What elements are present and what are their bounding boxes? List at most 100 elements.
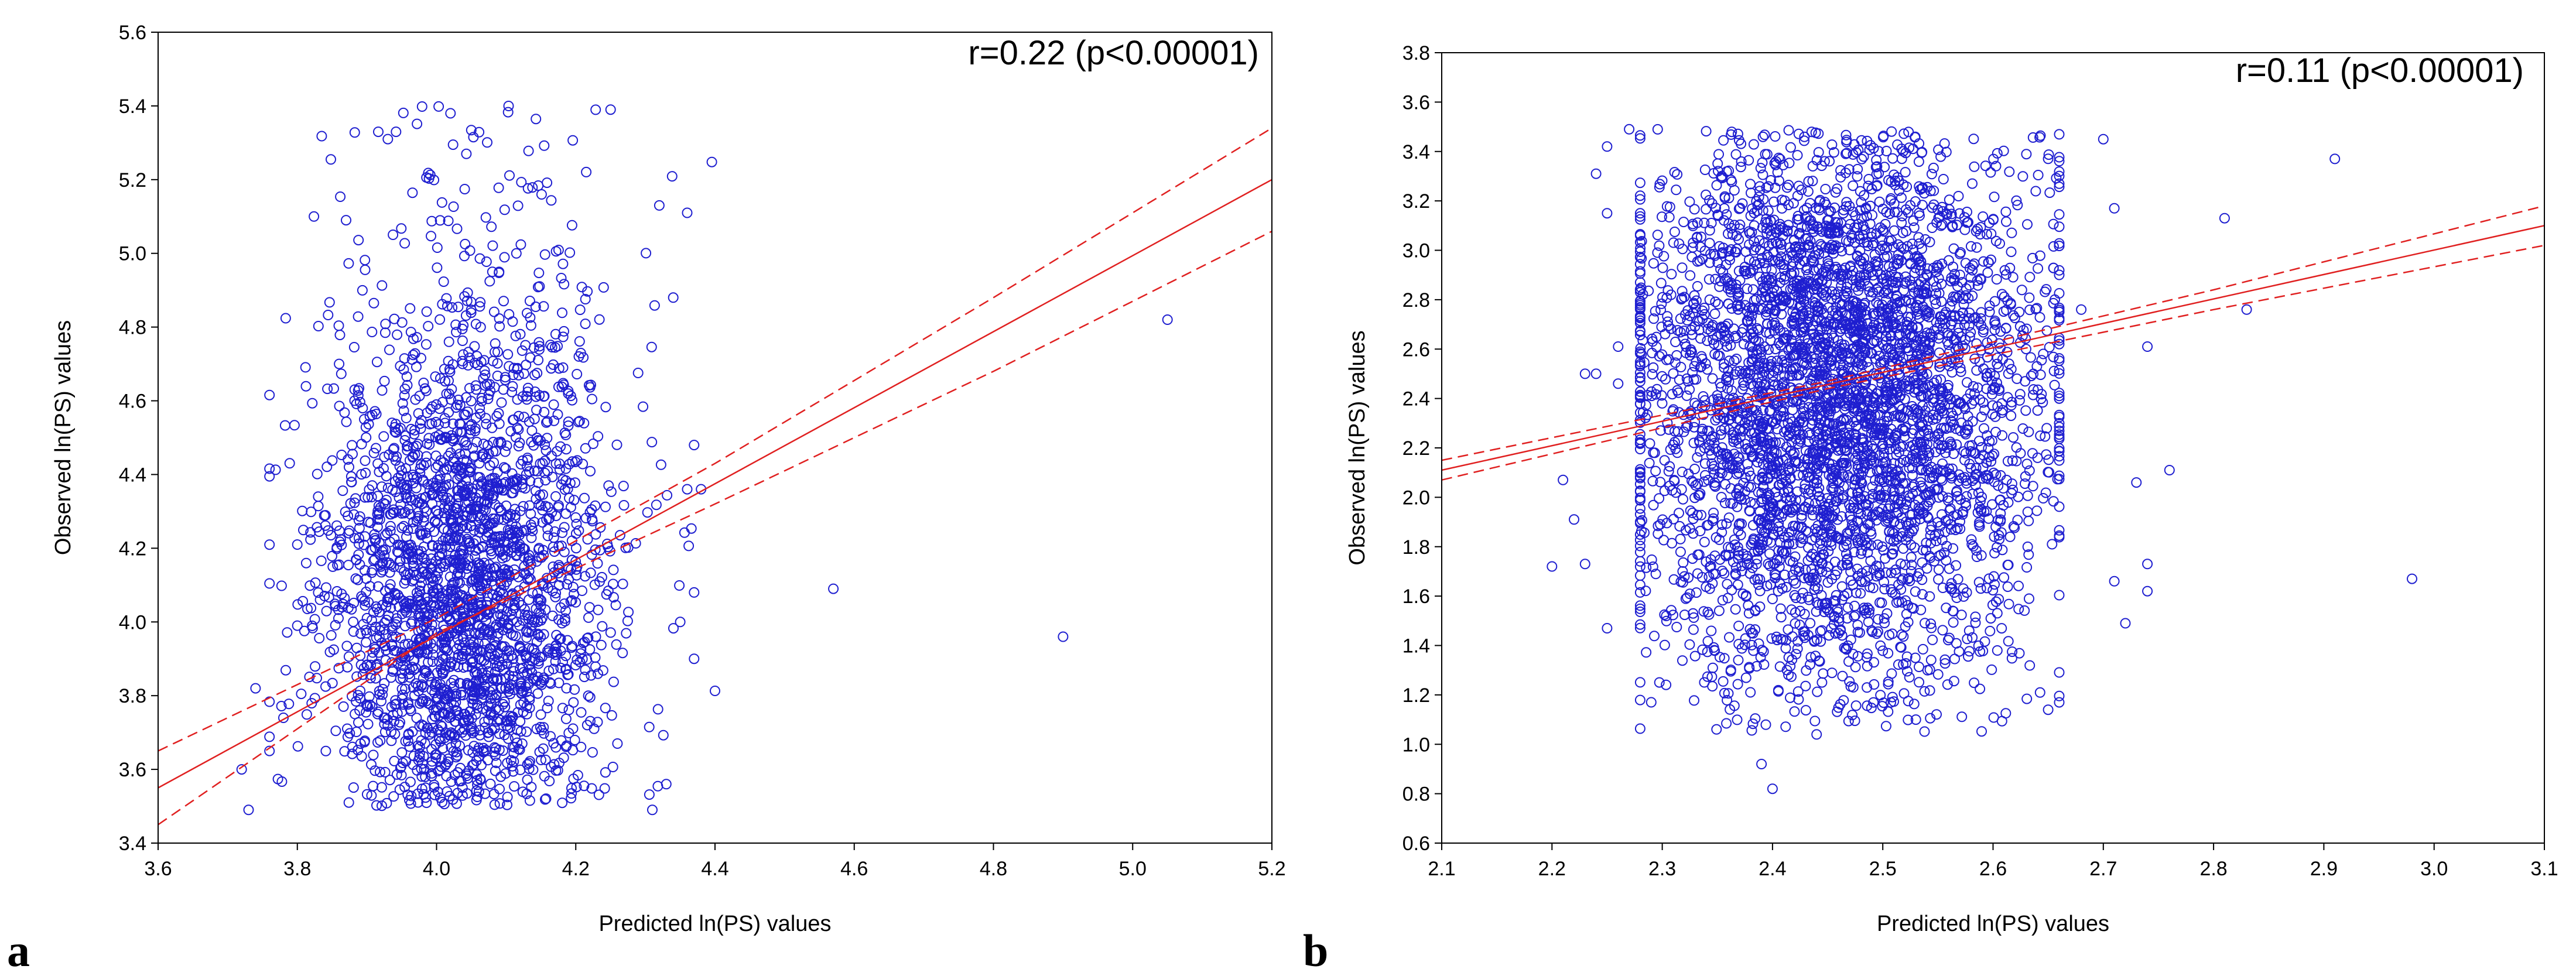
data-point [466,512,477,523]
data-point [476,392,487,403]
y-tick-label: 5.4 [119,95,146,118]
data-point [1937,458,1948,469]
data-point [423,321,434,332]
data-point [494,268,505,278]
data-point [360,467,371,478]
data-point [442,645,453,656]
data-point [1777,355,1788,366]
data-point [1889,225,1900,236]
data-point [388,791,399,802]
data-point [1925,713,1936,724]
data-point [351,727,362,737]
data-point [1909,387,1920,398]
data-point [1822,577,1833,588]
data-point [435,679,446,690]
data-point [442,786,453,797]
data-point [1791,370,1802,381]
data-point [515,764,526,775]
data-point [553,245,564,255]
data-point [502,652,514,663]
data-point [417,693,428,704]
data-point [371,632,382,643]
data-point [435,215,446,226]
data-point [350,708,361,720]
data-point [1803,572,1814,583]
data-point [493,514,504,525]
data-point [495,617,506,628]
data-point [473,472,484,483]
data-point [434,656,445,667]
data-point [350,493,361,504]
data-point [562,579,573,590]
data-point [2048,351,2059,362]
data-point [339,407,350,418]
data-point [347,748,358,759]
data-point [464,383,475,394]
data-point [443,707,454,718]
data-point [2054,697,2065,708]
data-point [1973,436,1985,447]
data-point [577,585,587,596]
data-point [333,663,344,674]
data-point [540,445,552,456]
data-point [2034,687,2045,698]
data-point [2054,530,2065,541]
data-point [590,652,601,663]
data-point [543,696,554,707]
data-point [399,542,410,553]
data-point [1951,439,1962,450]
data-point [1995,494,2006,505]
data-point [1847,710,1858,721]
data-point [586,783,597,794]
data-point [2014,395,2025,406]
data-point [500,544,511,556]
data-point [405,776,416,787]
data-point [525,664,536,674]
data-point [451,327,462,338]
data-point [2054,221,2065,232]
data-point [361,586,372,597]
data-point [542,177,553,189]
data-point [606,710,617,721]
data-point [365,673,376,684]
data-point [2040,286,2051,297]
data-point [550,491,561,502]
data-point [421,306,432,317]
data-point [533,355,544,365]
data-point [449,523,460,535]
data-point [443,355,454,367]
data-point [326,630,337,641]
data-point [1634,133,1646,144]
data-point [355,659,367,670]
data-point [1732,679,1743,690]
data-point [413,408,424,419]
data-point [444,542,456,553]
data-point [500,446,511,457]
data-point [573,525,584,536]
data-point [1846,519,1857,530]
data-point [427,643,439,654]
data-point [1975,683,1986,694]
data-point [404,795,415,806]
data-point [468,642,479,652]
data-point [590,104,601,115]
data-point [525,320,536,331]
data-point [359,737,370,748]
data-point [341,215,351,226]
data-point [333,604,344,615]
data-point [370,406,381,417]
data-point [280,313,291,324]
data-point [455,762,466,773]
data-point [1945,524,1956,535]
data-point [1842,282,1853,293]
data-point [1689,204,1700,215]
data-point [388,504,399,515]
data-point [482,137,492,148]
data-point [427,656,438,667]
data-point [338,701,349,712]
data-point [501,500,512,511]
data-point [450,705,461,716]
data-point [453,652,464,663]
data-point [605,627,616,638]
data-point [380,499,391,510]
